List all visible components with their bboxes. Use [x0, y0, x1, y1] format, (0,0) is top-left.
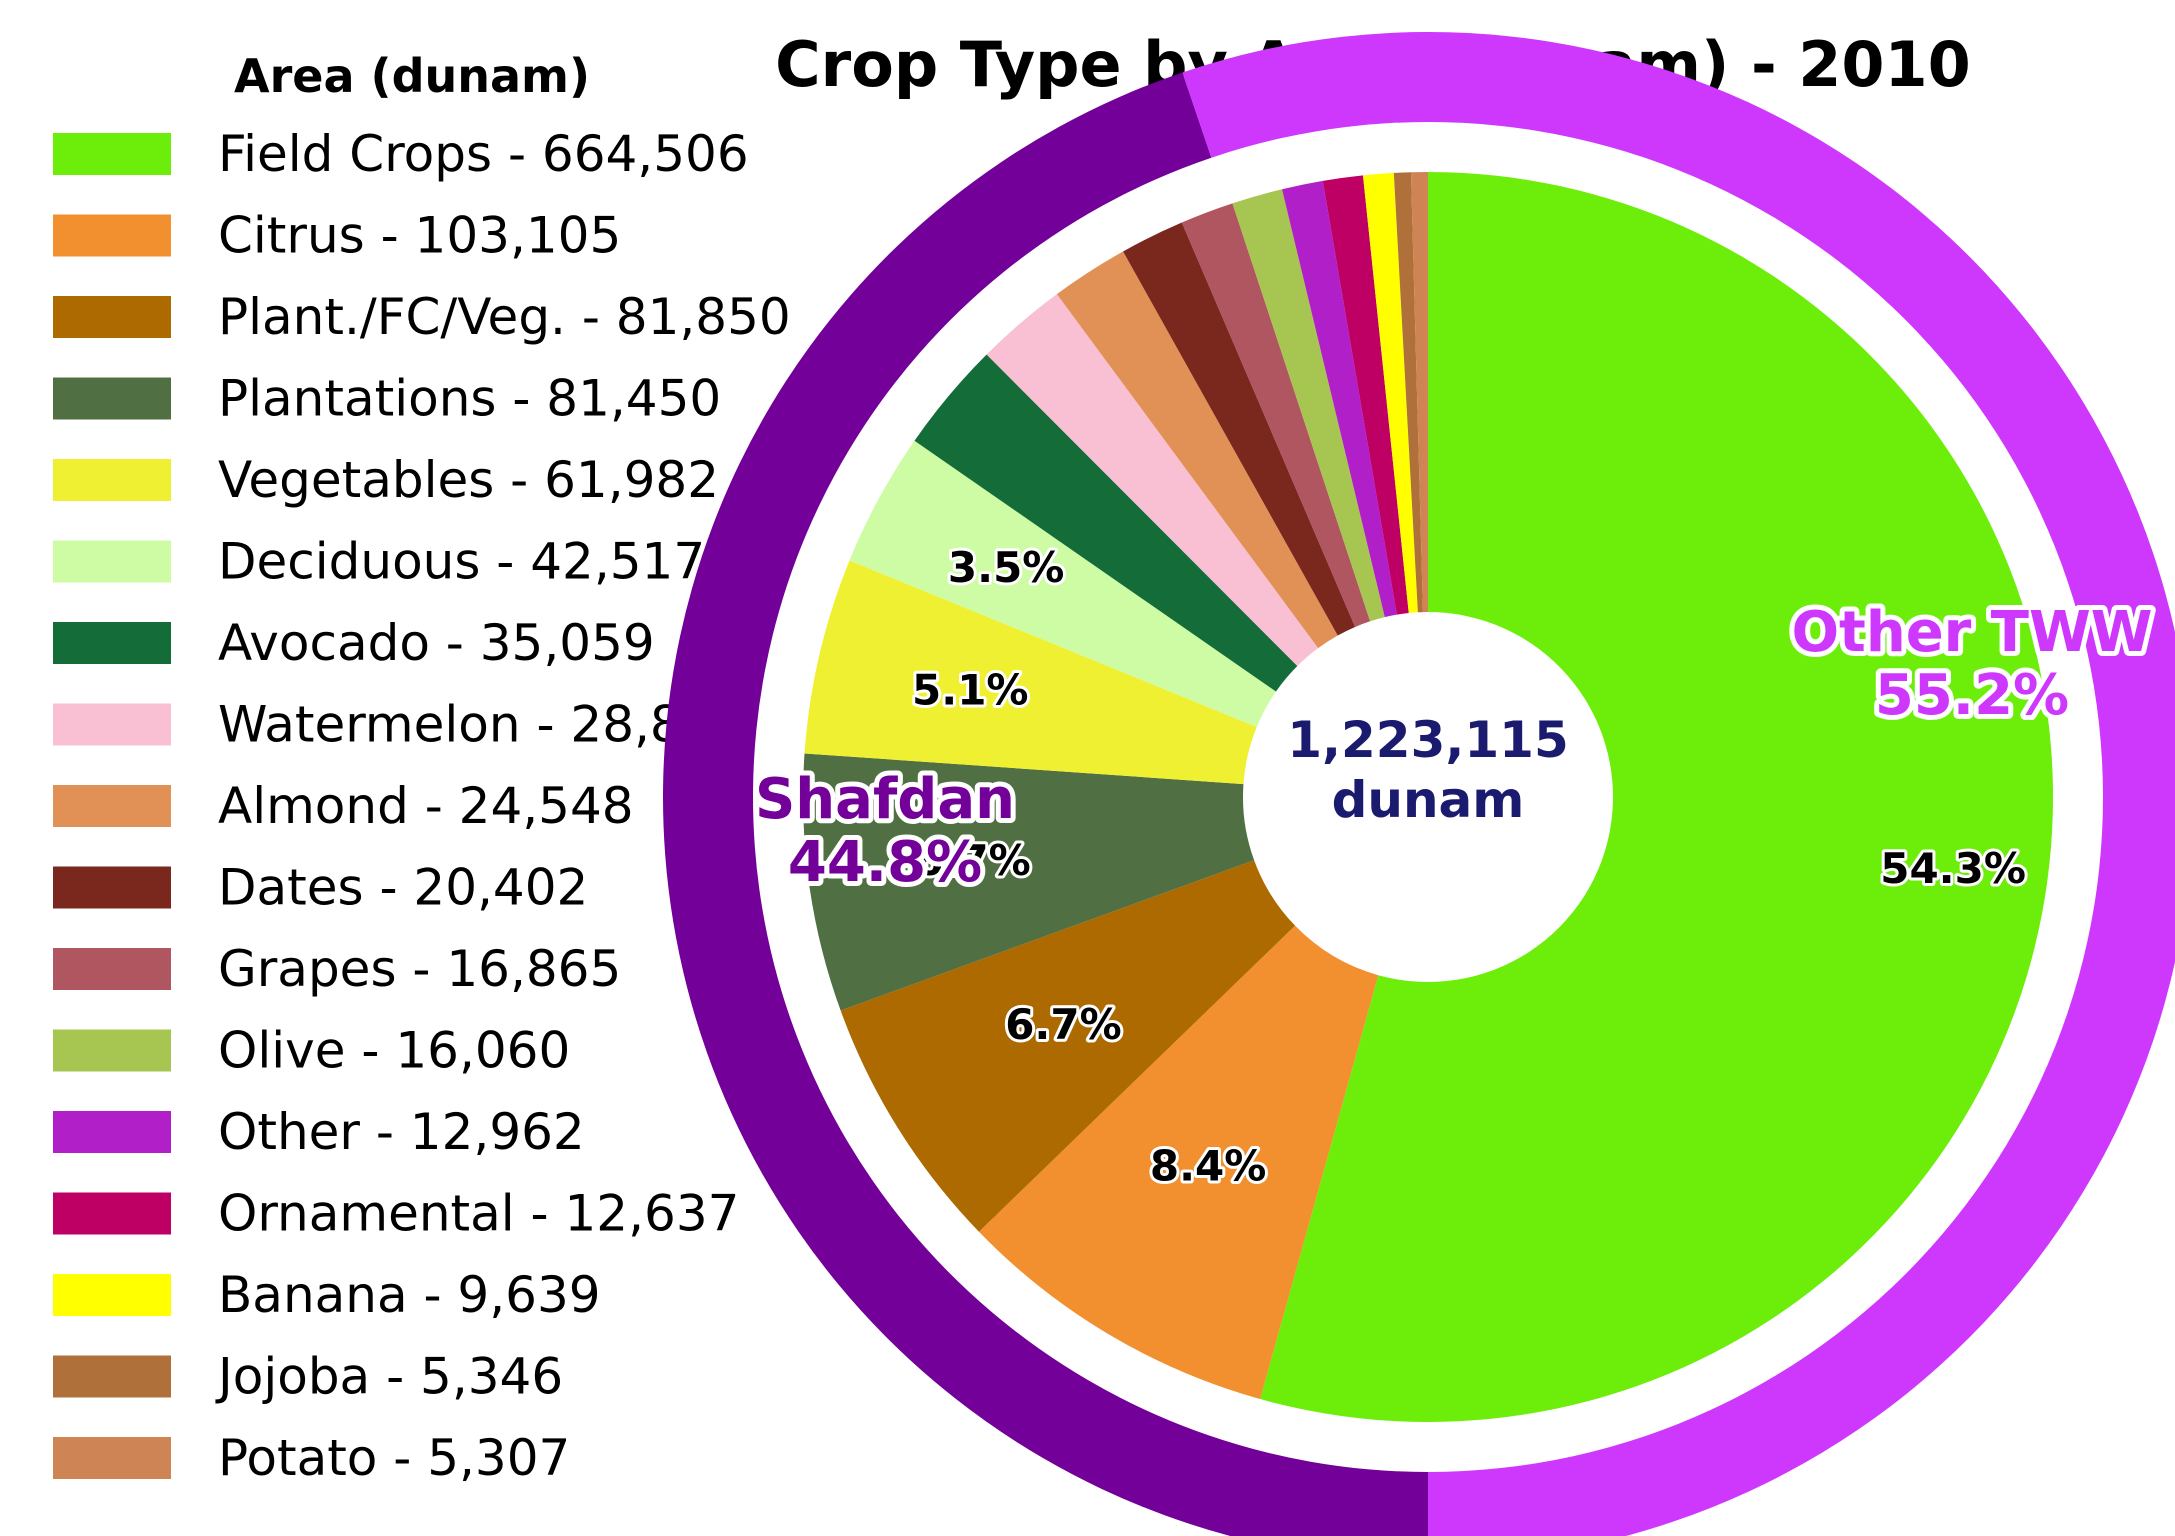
slice-dates: [1123, 222, 1356, 636]
slice-label-field-crops: 54.3%: [1880, 844, 2026, 893]
center-label-unit: dunam: [1332, 771, 1525, 829]
slice-field-crops: [1260, 172, 2053, 1422]
slice-vegetables: [804, 560, 1257, 785]
legend-swatch-watermelon: [53, 703, 171, 746]
slice-citrus: [978, 925, 1379, 1400]
outer-ring: [663, 32, 2175, 1536]
legend-label-field-crops: Field Crops - 664,506: [218, 125, 749, 183]
legend-label-watermelon: Watermelon - 28,880: [218, 696, 745, 754]
legend-label-potato: Potato - 5,307: [218, 1429, 570, 1487]
legend-swatch-banana: [53, 1274, 171, 1316]
legend-label-plantations: Plantations - 81,450: [218, 370, 721, 428]
slice-label-deciduous: 3.5%: [948, 543, 1064, 592]
ring-segment-shafdan: [663, 72, 1428, 1536]
legend-swatch-other: [53, 1111, 171, 1153]
legend-swatch-jojoba: [53, 1355, 171, 1398]
legend-label-jojoba: Jojoba - 5,346: [215, 1348, 563, 1406]
ring-pct-other-tww: 55.2%: [1875, 663, 2069, 728]
ring-pct-shafdan: 44.8%: [788, 830, 982, 895]
legend-swatch-citrus: [53, 214, 171, 257]
ring-label-shafdan: Shafdan: [755, 767, 1015, 832]
slice-avocado: [914, 354, 1298, 692]
slice-plantations: [803, 753, 1255, 1011]
legend-swatch-almond: [53, 785, 171, 827]
legend-label-plant-fc-veg: Plant./FC/Veg. - 81,850: [218, 288, 791, 346]
slice-almond: [1056, 251, 1338, 649]
legend-label-banana: Banana - 9,639: [218, 1266, 601, 1324]
slice-labels: 54.3% 8.4% 6.7% 6.7% 5.1% 3.5%: [909, 540, 2029, 1194]
legend-swatch-avocado: [53, 622, 171, 664]
legend-label-other: Other - 12,962: [218, 1103, 585, 1161]
slice-deciduous: [849, 440, 1277, 727]
legend-swatch-olive: [53, 1029, 171, 1072]
legend-label-ornamental: Ornamental - 12,637: [218, 1185, 739, 1243]
legend-swatch-field-crops: [53, 133, 171, 175]
legend-swatch-grapes: [53, 948, 171, 990]
slice-label-vegetables: 5.1%: [912, 665, 1028, 714]
slice-olive: [1232, 189, 1385, 622]
legend-title: Area (dunam): [234, 49, 590, 103]
slice-ornamental: [1322, 175, 1409, 615]
slice-other: [1282, 180, 1397, 618]
inner-pie: [803, 172, 2053, 1422]
legend-swatch-dates: [53, 866, 171, 909]
legend-label-almond: Almond - 24,548: [218, 777, 634, 835]
legend-swatch-deciduous: [53, 540, 171, 583]
legend-swatch-plant-fc-veg: [53, 296, 171, 338]
slice-grapes: [1181, 203, 1371, 627]
slice-label-plantations: 6.7%: [914, 836, 1030, 885]
legend-label-avocado: Avocado - 35,059: [218, 614, 655, 672]
center-label-total: 1,223,115: [1287, 711, 1569, 769]
slice-banana: [1362, 172, 1418, 614]
legend-swatch-potato: [53, 1437, 171, 1479]
legend-label-grapes: Grapes - 16,865: [218, 940, 621, 998]
slice-jojoba: [1393, 172, 1423, 613]
slice-watermelon: [986, 294, 1319, 667]
legend-swatch-ornamental: [53, 1192, 171, 1235]
legend-swatch-vegetables: [53, 459, 171, 501]
slice-label-plant-fc-veg: 6.7%: [1005, 1000, 1121, 1049]
slice-plant-fc-veg: [840, 860, 1296, 1232]
legend: Field Crops - 664,506 Citrus - 103,105 Pla…: [53, 125, 791, 1487]
legend-label-citrus: Citrus - 103,105: [218, 207, 621, 265]
slice-potato: [1410, 172, 1428, 613]
legend-label-deciduous: Deciduous - 42,517: [218, 533, 705, 591]
slice-label-citrus: 8.4%: [1150, 1142, 1266, 1191]
legend-label-olive: Olive - 16,060: [218, 1022, 570, 1080]
legend-label-dates: Dates - 20,402: [218, 859, 588, 917]
legend-label-vegetables: Vegetables - 61,982: [218, 451, 719, 509]
legend-swatch-plantations: [53, 377, 171, 420]
center-label-group: 1,223,115 dunam: [1287, 711, 1569, 829]
ring-label-other-tww: Other TWW: [1791, 600, 2152, 665]
